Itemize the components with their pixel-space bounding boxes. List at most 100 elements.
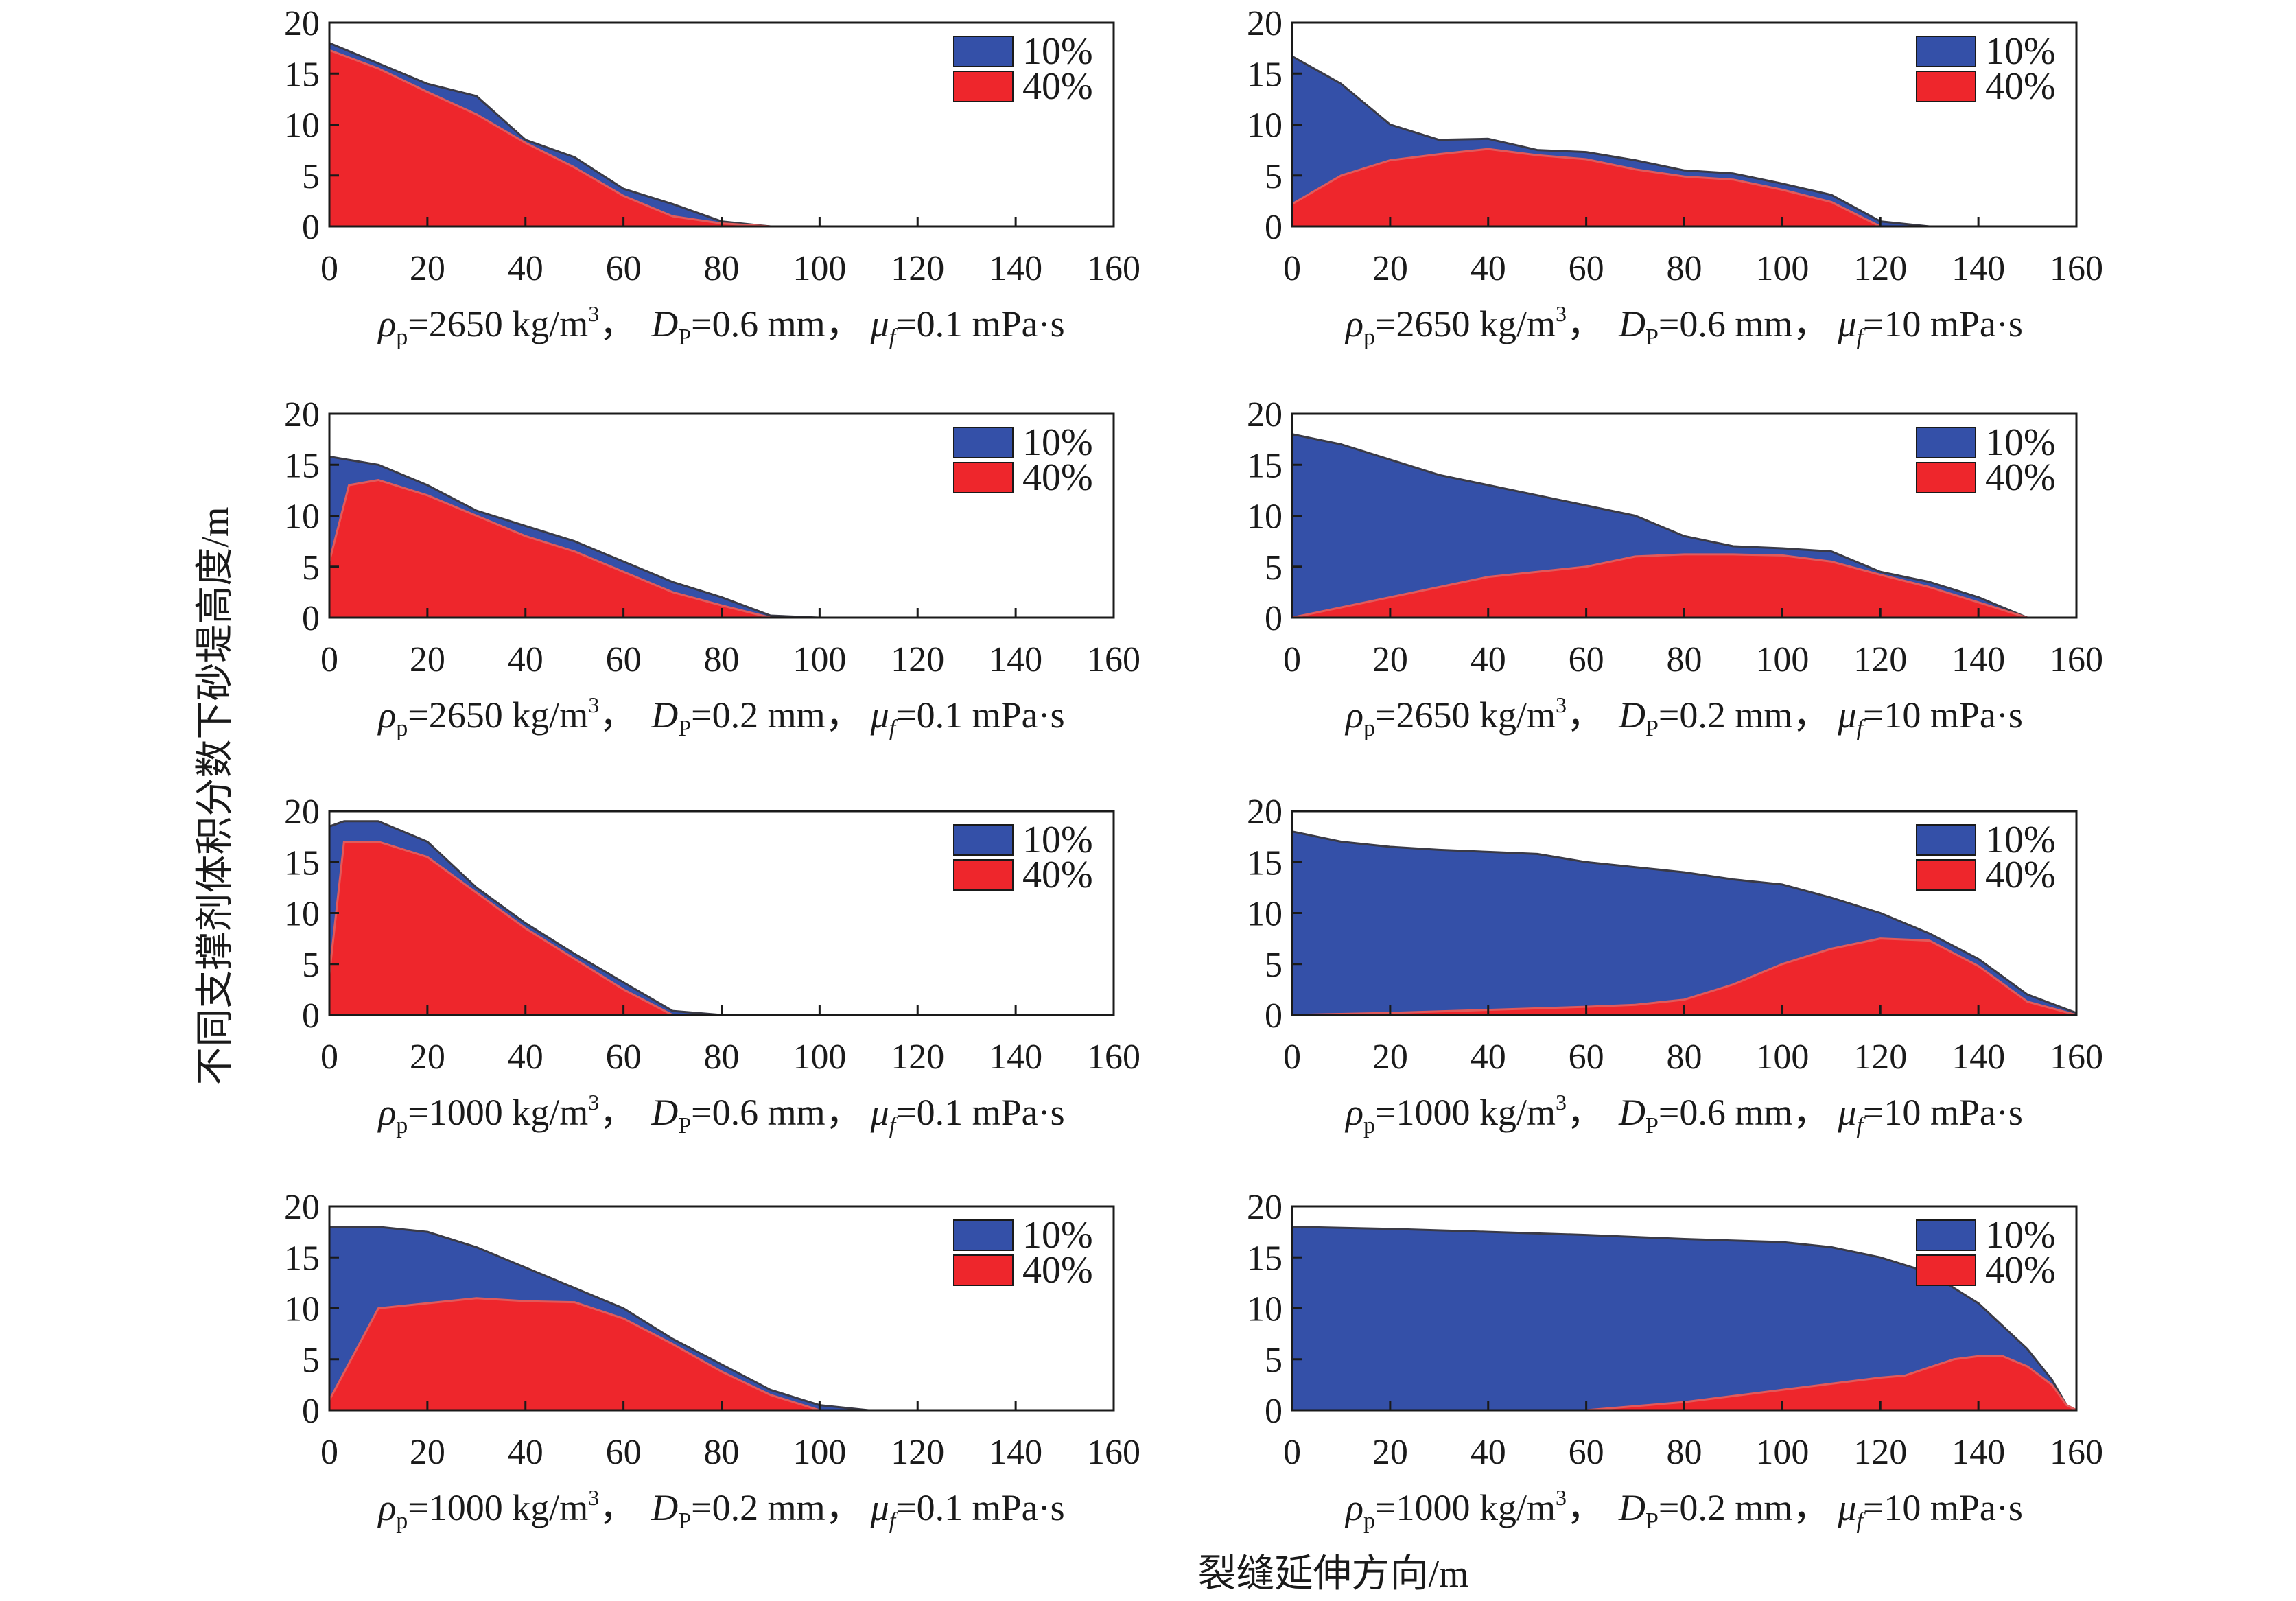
x-tick-label: 100 [793,249,846,288]
x-tick-label: 40 [508,1038,543,1077]
x-tick-label: 120 [1853,1038,1907,1077]
chart-panel-2: 0 5 10 15 20 0 20 40 60 80 100 120 140 160 10%40% ρp=26… [1247,4,2103,350]
legend-swatch-10pct [1916,1219,1976,1251]
caption-d-subscript: P [678,1113,691,1138]
legend-label-40pct: 40% [1022,1249,1093,1292]
y-tick-label: 10 [1247,895,1282,934]
y-tick-label: 0 [302,1392,320,1431]
legend-label-10pct: 10% [1022,1214,1093,1257]
x-tick-label: 40 [1471,1038,1506,1077]
area-series-40pct [328,49,772,228]
caption-d-subscript: P [678,716,691,741]
caption-rho-symbol: ρ [1344,1092,1363,1133]
caption-separator: ， [1567,1092,1604,1133]
x-tick-label: 140 [989,1038,1042,1077]
x-tick-label: 140 [989,249,1042,288]
caption-rho-value: =1000 kg/m [1375,1487,1556,1528]
x-tick-label: 160 [2050,249,2103,288]
x-tick-label: 80 [1667,1038,1702,1077]
legend-swatch-40pct [953,71,1014,102]
caption-mu-symbol: μ [1837,303,1856,344]
caption-rho-subscript: p [396,325,408,350]
legend-swatch-10pct [1916,36,1976,67]
x-tick-label: 20 [410,640,445,679]
caption-rho-symbol: ρ [377,1092,396,1133]
caption-d-subscript: P [1645,716,1659,741]
legend-label-40pct: 40% [1022,65,1093,108]
caption-rho-value: =1000 kg/m [408,1487,588,1528]
x-tick-label: 100 [1755,249,1809,288]
x-tick-label: 160 [1087,1038,1140,1077]
x-tick-label: 60 [1569,640,1604,679]
y-tick-label: 15 [284,446,320,485]
caption-d-value: =0.6 mm， [691,303,862,344]
caption-mu-symbol: μ [870,303,889,344]
caption-rho-value: =2650 kg/m [1375,694,1556,736]
legend-label-10pct: 10% [1985,1214,2056,1257]
caption-rho-unit-exponent: 3 [588,1485,599,1510]
legend-swatch-10pct [953,427,1014,458]
x-tick-label: 40 [508,1433,543,1472]
caption-d-value: =0.6 mm， [1659,1092,1829,1133]
x-tick-label: 0 [1283,1038,1301,1077]
x-tick-label: 120 [1853,249,1907,288]
y-tick-label: 0 [1265,208,1282,247]
y-tick-label: 15 [1247,446,1282,485]
x-tick-label: 40 [508,640,543,679]
y-tick-label: 0 [1265,599,1282,638]
x-tick-label: 0 [1283,1433,1301,1472]
caption-separator: ， [599,1487,636,1528]
caption-rho-unit-exponent: 3 [1556,1485,1567,1510]
caption-d-subscript: P [1645,1508,1659,1534]
y-tick-label: 5 [302,946,320,985]
caption-mu-value: =10 mPa·s [1863,694,2023,736]
caption-rho-value: =1000 kg/m [408,1092,588,1133]
y-tick-label: 15 [284,843,320,883]
caption-mu-value: =10 mPa·s [1863,1092,2023,1133]
caption-separator: ， [1567,1487,1604,1528]
x-tick-label: 100 [793,1433,846,1472]
y-tick-label: 5 [302,548,320,587]
x-tick-label: 80 [704,249,740,288]
caption-d-value: =0.6 mm， [691,1092,862,1133]
x-tick-label: 40 [508,249,543,288]
x-tick-label: 140 [1952,1433,2005,1472]
y-tick-label: 20 [1247,793,1282,832]
caption-d-symbol: D [651,303,678,344]
caption-mu-value: =10 mPa·s [1863,303,2023,344]
x-tick-label: 20 [1372,1433,1408,1472]
y-tick-label: 0 [1265,996,1282,1036]
x-tick-label: 60 [1569,249,1604,288]
x-tick-label: 80 [704,1038,740,1077]
y-tick-label: 10 [1247,498,1282,537]
caption-d-symbol: D [1618,1487,1645,1528]
caption-rho-unit-exponent: 3 [588,301,599,326]
caption-mu-value: =0.1 mPa·s [895,1092,1064,1133]
y-tick-label: 5 [1265,548,1282,587]
legend-swatch-10pct [953,1219,1014,1251]
caption-d-value: =0.2 mm， [691,694,862,736]
x-tick-label: 40 [1471,249,1506,288]
x-tick-label: 20 [1372,640,1408,679]
x-tick-label: 140 [1952,249,2005,288]
x-tick-label: 100 [793,640,846,679]
legend-label-40pct: 40% [1985,854,2056,896]
caption-rho-unit-exponent: 3 [1556,301,1567,326]
caption-d-subscript: P [678,1508,691,1534]
x-tick-label: 120 [1853,640,1907,679]
caption-rho-unit-exponent: 3 [1556,692,1567,717]
x-tick-label: 120 [891,640,944,679]
y-tick-label: 5 [1265,157,1282,196]
caption-rho-symbol: ρ [377,1487,396,1528]
caption-d-subscript: P [1645,325,1659,350]
caption-rho-value: =1000 kg/m [1375,1092,1556,1133]
legend-label-40pct: 40% [1985,65,2056,108]
area-series-10pct [1291,1226,2078,1412]
legend-swatch-40pct [953,462,1014,493]
caption-mu-value: =0.1 mPa·s [895,303,1064,344]
x-tick-label: 160 [2050,640,2103,679]
x-tick-label: 160 [1087,1433,1140,1472]
caption-rho-subscript: p [1363,325,1375,350]
panel-caption: ρp=1000 kg/m3， DP=0.6 mm， μf=0.1 mPa·s [377,1090,1064,1138]
panel-caption: ρp=2650 kg/m3， DP=0.6 mm， μf=10 mPa·s [1344,301,2023,350]
